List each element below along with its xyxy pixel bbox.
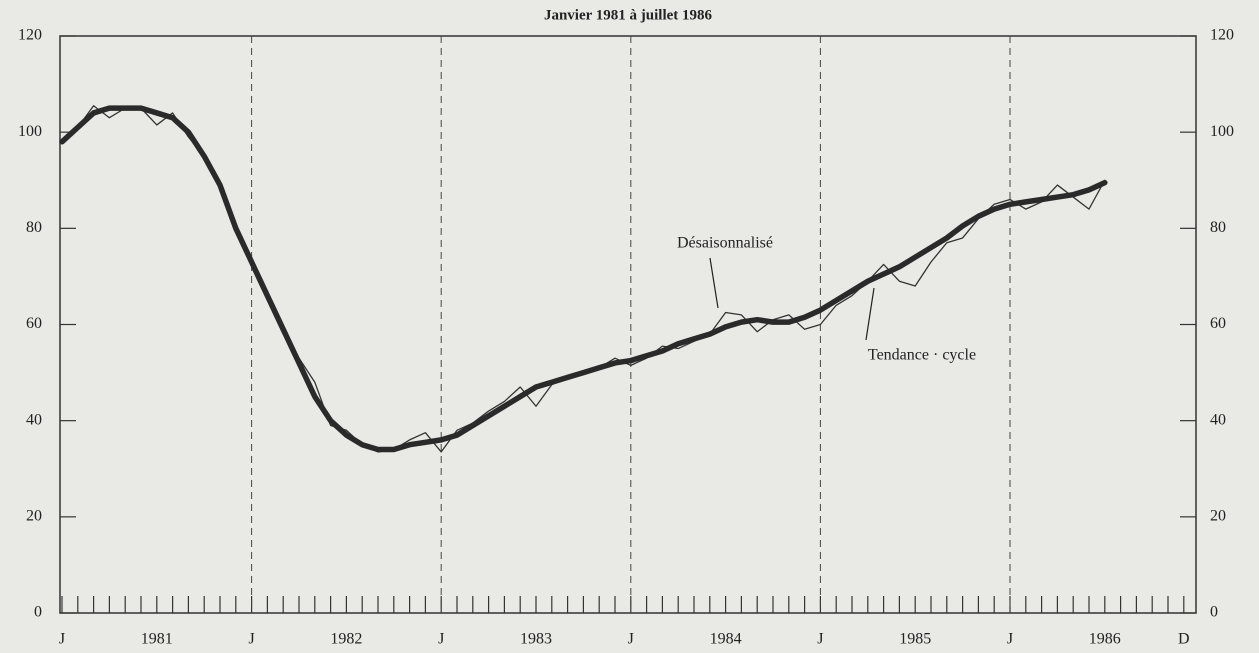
y2-tick-label: 60 [1210,315,1226,332]
x-tick-label: J [248,631,254,648]
x-tick-label: J [628,631,634,648]
y-tick-label: 0 [34,604,42,621]
y2-tick-label: 20 [1210,508,1226,525]
y2-tick-label: 80 [1210,219,1226,236]
y-tick-label: 40 [26,411,42,428]
annotation-arrow [865,287,875,341]
x-tick-label: 1981 [141,631,173,648]
y-tick-label: 120 [18,27,42,44]
y2-tick-label: 100 [1210,123,1234,140]
x-tick-label: 1983 [520,631,552,648]
annotation-arrow [709,257,719,309]
annotation: Désaisonnalisé [677,235,773,252]
x-tick-label: 1982 [330,631,362,648]
y2-tick-label: 0 [1210,604,1218,621]
x-tick-label: J [1007,631,1013,648]
x-tick-label: J [438,631,444,648]
x-tick-label: 1985 [899,631,931,648]
chart-title: Janvier 1981 à juillet 1986 [544,7,713,23]
x-tick-label: 1986 [1089,631,1121,648]
y-tick-label: 100 [18,123,42,140]
x-tick-label: J [59,631,65,648]
y2-tick-label: 40 [1210,411,1226,428]
y-tick-label: 60 [26,315,42,332]
x-tick-label: D [1178,631,1190,648]
y-tick-label: 80 [26,219,42,236]
y2-tick-label: 120 [1210,27,1234,44]
x-tick-label: 1984 [710,631,742,648]
x-tick-label: J [817,631,823,648]
y-tick-label: 20 [26,508,42,525]
annotation: Tendance · cycle [868,347,976,364]
series-line [59,105,1108,453]
